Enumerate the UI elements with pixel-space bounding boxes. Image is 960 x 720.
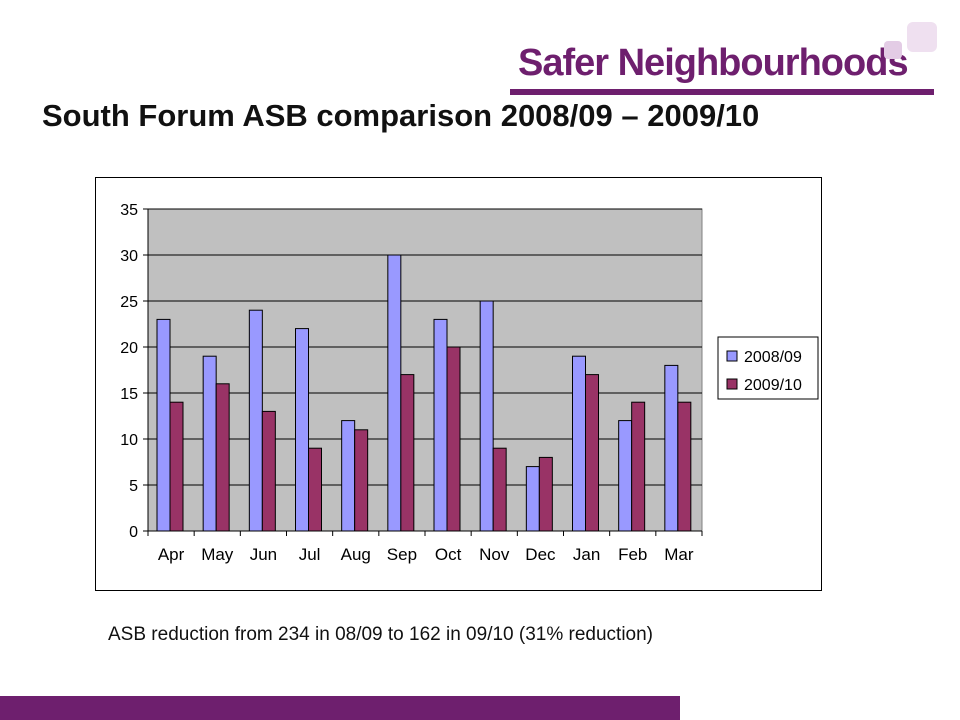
bar-2009-10-feb	[631, 401, 646, 532]
plot-area	[147, 208, 703, 532]
chart-frame: 0 5 10 15 20 25 30 35 Apr May Jun Jul Aug Sep Oct Nov De…	[95, 177, 822, 591]
bar-2009-10-dec	[538, 456, 553, 532]
bar-2008-09-aug	[341, 420, 356, 532]
x-tick-label-sep: Sep	[387, 545, 417, 564]
legend-label-2008-09: 2008/09	[744, 349, 802, 366]
asb-bar-chart: 0 5 10 15 20 25 30 35 Apr May Jun Jul Aug Sep Oct Nov De…	[120, 202, 819, 564]
bar-2009-10-sep	[400, 374, 415, 532]
bar-2008-09-apr	[156, 318, 171, 532]
bar-2009-10-oct	[446, 346, 461, 532]
y-tick-label: 20	[120, 340, 138, 357]
y-tick-label: 0	[129, 524, 138, 541]
x-tick-label-may: May	[201, 545, 234, 564]
bar-2009-10-may	[215, 383, 230, 532]
footer-bar	[0, 696, 680, 720]
y-tick-label: 30	[120, 248, 138, 265]
x-tick-label-mar: Mar	[664, 545, 694, 564]
logo-wordmark: Safer Neighbourhoods	[518, 42, 909, 84]
logo-square-large	[907, 22, 937, 52]
reduction-caption: ASB reduction from 234 in 08/09 to 162 i…	[108, 624, 654, 645]
x-tick-label-apr: Apr	[158, 545, 185, 564]
bar-2008-09-sep	[387, 254, 402, 532]
logo-underline	[510, 89, 934, 95]
logo-square-small	[884, 41, 902, 59]
bar-2008-09-jul	[295, 328, 309, 532]
safer-neighbourhoods-logo: Safer Neighbourhoods	[510, 20, 940, 100]
y-tick-label: 15	[120, 386, 138, 403]
bar-2009-10-aug	[354, 429, 369, 532]
x-tick-label-oct: Oct	[435, 545, 462, 564]
x-tick-label-feb: Feb	[618, 545, 647, 564]
x-tick-label-nov: Nov	[479, 545, 510, 564]
legend-swatch-2008-09	[726, 350, 738, 362]
y-tick-label: 25	[120, 294, 138, 311]
page-title: South Forum ASB comparison 2008/09 – 200…	[42, 98, 760, 133]
y-tick-label: 35	[120, 202, 138, 219]
bar-2008-09-oct	[433, 318, 448, 532]
x-tick-label-jun: Jun	[250, 545, 277, 564]
x-tick-label-aug: Aug	[341, 545, 371, 564]
bar-2008-09-nov	[479, 300, 494, 532]
legend-box	[717, 336, 819, 400]
legend-swatch-2009-10	[726, 378, 738, 390]
y-tick-label: 10	[120, 432, 138, 449]
bar-2009-10-apr	[169, 401, 184, 532]
bar-2008-09-feb	[618, 420, 633, 532]
bar-2008-09-jan	[572, 355, 586, 532]
x-tick-label-jan: Jan	[573, 545, 600, 564]
x-tick-label-dec: Dec	[525, 545, 556, 564]
legend-label-2009-10: 2009/10	[744, 377, 802, 394]
bar-2008-09-mar	[664, 364, 679, 532]
bar-2008-09-jun	[248, 309, 263, 532]
bar-2009-10-mar	[677, 401, 692, 532]
y-tick-label: 5	[129, 478, 138, 495]
bar-2009-10-jan	[585, 374, 599, 532]
bar-2009-10-nov	[492, 447, 507, 532]
bar-2008-09-dec	[525, 466, 540, 532]
x-tick-label-jul: Jul	[299, 545, 321, 564]
bar-2008-09-may	[202, 355, 217, 532]
bar-2009-10-jun	[261, 410, 276, 532]
bar-2009-10-jul	[308, 447, 322, 532]
